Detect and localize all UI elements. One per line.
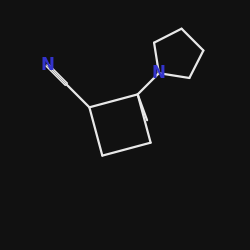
Text: N: N (152, 64, 166, 82)
Text: N: N (40, 56, 54, 74)
